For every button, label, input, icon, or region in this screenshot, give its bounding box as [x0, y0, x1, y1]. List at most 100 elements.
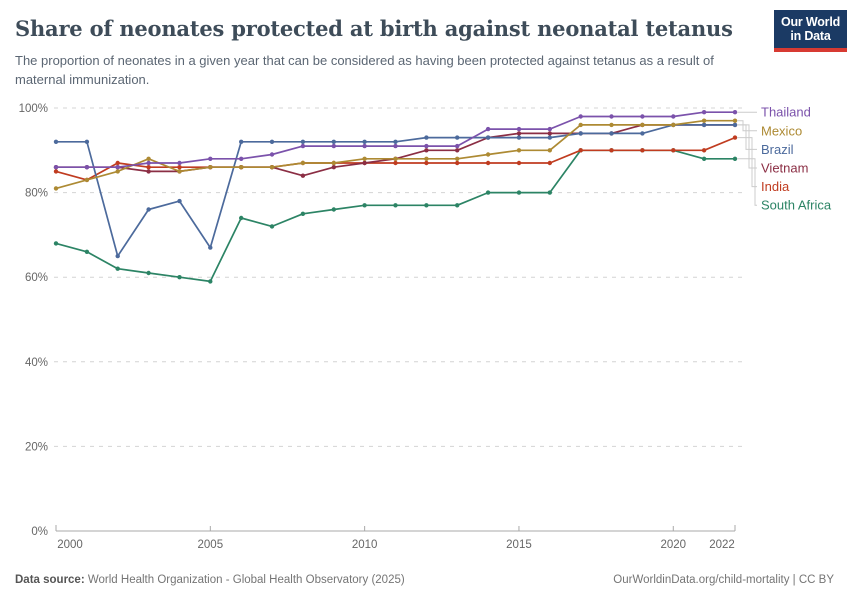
data-point-brazil-2001[interactable] [84, 139, 90, 144]
data-point-india-2002[interactable] [115, 160, 120, 166]
series-mexico[interactable] [53, 118, 738, 191]
data-point-south-africa-2007[interactable] [269, 224, 275, 229]
data-point-south-africa-2005[interactable] [208, 279, 213, 284]
data-point-brazil-2002[interactable] [115, 253, 120, 259]
data-point-south-africa-2021[interactable] [701, 156, 707, 161]
data-point-brazil-2019[interactable] [640, 131, 645, 136]
data-point-mexico-2008[interactable] [300, 160, 306, 166]
data-point-mexico-2007[interactable] [269, 165, 275, 170]
data-point-brazil-2013[interactable] [455, 135, 460, 140]
data-point-thailand-2005[interactable] [208, 156, 213, 161]
data-point-thailand-2006[interactable] [239, 156, 244, 161]
data-point-south-africa-2022[interactable] [732, 156, 738, 161]
data-point-south-africa-2001[interactable] [84, 249, 90, 254]
data-point-brazil-2000[interactable] [53, 139, 59, 144]
data-point-thailand-2015[interactable] [516, 126, 522, 132]
series-line-mexico[interactable] [55, 119, 736, 190]
data-point-mexico-2021[interactable] [701, 118, 707, 123]
data-point-brazil-2008[interactable] [300, 139, 306, 144]
data-point-vietnam-2010[interactable] [362, 160, 367, 166]
data-point-south-africa-2016[interactable] [547, 190, 552, 195]
series-brazil[interactable] [53, 122, 738, 259]
data-point-mexico-2006[interactable] [239, 165, 244, 170]
data-point-thailand-2016[interactable] [547, 126, 552, 132]
data-point-mexico-2013[interactable] [455, 156, 460, 161]
data-point-brazil-2015[interactable] [516, 135, 522, 140]
data-point-mexico-2022[interactable] [732, 118, 738, 123]
data-point-india-2017[interactable] [578, 148, 583, 153]
data-point-south-africa-2015[interactable] [516, 190, 522, 195]
data-point-vietnam-2015[interactable] [516, 131, 522, 136]
owid-logo[interactable]: Our World in Data [774, 10, 847, 52]
data-point-vietnam-2013[interactable] [455, 148, 460, 153]
data-point-south-africa-2014[interactable] [485, 190, 491, 195]
legend-label-brazil[interactable]: Brazil [761, 142, 794, 157]
data-point-thailand-2022[interactable] [732, 110, 738, 115]
data-point-thailand-2013[interactable] [455, 143, 460, 149]
data-point-vietnam-2016[interactable] [547, 131, 552, 136]
legend-label-south-africa[interactable]: South Africa [761, 198, 832, 213]
data-point-india-2016[interactable] [547, 160, 552, 166]
data-point-india-2014[interactable] [485, 160, 491, 166]
data-point-mexico-2000[interactable] [53, 186, 59, 191]
data-point-mexico-2011[interactable] [393, 156, 398, 161]
data-point-mexico-2003[interactable] [146, 156, 151, 161]
data-point-india-2019[interactable] [640, 148, 645, 153]
data-point-india-2012[interactable] [424, 160, 429, 166]
data-point-brazil-2014[interactable] [485, 135, 491, 140]
data-point-mexico-2016[interactable] [547, 148, 552, 153]
data-point-vietnam-2009[interactable] [331, 165, 336, 170]
data-point-mexico-2009[interactable] [331, 160, 336, 166]
data-point-brazil-2021[interactable] [701, 122, 707, 128]
data-point-thailand-2009[interactable] [331, 143, 336, 149]
data-point-india-2013[interactable] [455, 160, 460, 166]
data-point-india-2000[interactable] [53, 169, 59, 174]
data-point-thailand-2017[interactable] [578, 114, 583, 119]
data-point-south-africa-2003[interactable] [146, 270, 151, 276]
data-point-thailand-2018[interactable] [609, 114, 614, 119]
data-point-brazil-2011[interactable] [393, 139, 398, 144]
data-point-south-africa-2013[interactable] [455, 203, 460, 208]
data-point-thailand-2014[interactable] [485, 126, 491, 132]
data-point-brazil-2016[interactable] [547, 135, 552, 140]
data-point-south-africa-2011[interactable] [393, 203, 398, 208]
data-point-brazil-2004[interactable] [177, 198, 182, 204]
data-point-south-africa-2006[interactable] [239, 215, 244, 221]
series-thailand[interactable] [53, 110, 738, 170]
data-point-india-2021[interactable] [701, 148, 707, 153]
data-point-thailand-2000[interactable] [53, 165, 59, 170]
data-point-vietnam-2012[interactable] [424, 148, 429, 153]
series-south-africa[interactable] [53, 148, 738, 284]
data-point-brazil-2009[interactable] [331, 139, 336, 144]
data-point-india-2004[interactable] [177, 165, 182, 170]
data-point-south-africa-2012[interactable] [424, 203, 429, 208]
data-point-brazil-2010[interactable] [362, 139, 367, 144]
legend-label-vietnam[interactable]: Vietnam [761, 161, 808, 176]
data-point-mexico-2004[interactable] [177, 169, 182, 174]
data-point-vietnam-2003[interactable] [146, 169, 151, 174]
data-point-brazil-2007[interactable] [269, 139, 275, 144]
data-point-brazil-2017[interactable] [578, 131, 583, 136]
data-point-vietnam-2008[interactable] [300, 173, 306, 178]
data-point-mexico-2014[interactable] [485, 152, 491, 157]
data-point-brazil-2012[interactable] [424, 135, 429, 140]
data-point-mexico-2005[interactable] [208, 165, 213, 170]
data-point-india-2003[interactable] [146, 165, 151, 170]
data-point-mexico-2010[interactable] [362, 156, 367, 161]
legend-label-india[interactable]: India [761, 179, 790, 194]
data-point-mexico-2018[interactable] [609, 122, 614, 128]
data-point-india-2020[interactable] [671, 148, 676, 153]
data-point-mexico-2012[interactable] [424, 156, 429, 161]
data-point-south-africa-2000[interactable] [53, 241, 59, 246]
data-point-brazil-2006[interactable] [239, 139, 244, 144]
data-point-thailand-2011[interactable] [393, 143, 398, 149]
data-point-south-africa-2010[interactable] [362, 203, 367, 208]
data-point-thailand-2008[interactable] [300, 143, 306, 149]
legend-label-mexico[interactable]: Mexico [761, 123, 802, 138]
data-point-mexico-2017[interactable] [578, 122, 583, 128]
data-point-thailand-2007[interactable] [269, 152, 275, 157]
data-point-brazil-2018[interactable] [609, 131, 614, 136]
data-point-south-africa-2008[interactable] [300, 211, 306, 216]
data-point-india-2018[interactable] [609, 148, 614, 153]
data-point-brazil-2022[interactable] [732, 122, 738, 128]
